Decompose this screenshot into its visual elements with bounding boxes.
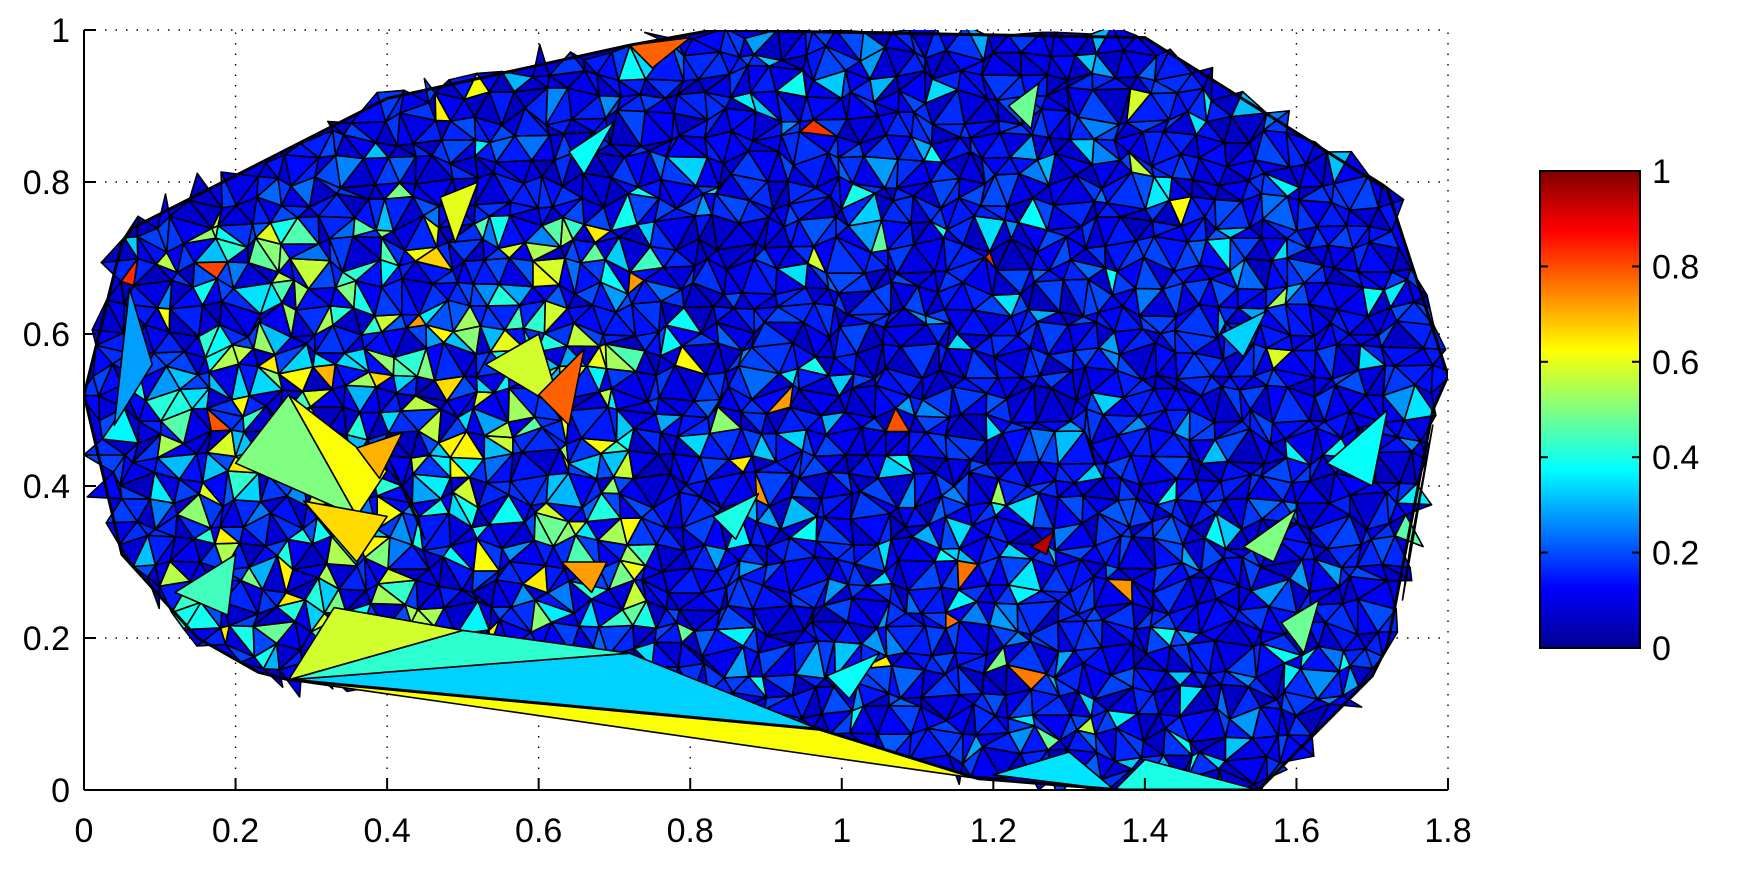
x-tick-label: 1.8: [1424, 812, 1471, 850]
x-tick-label: 0.8: [667, 812, 714, 850]
colorbar-tick-label: 0.4: [1652, 439, 1699, 477]
y-tick-label: 1: [51, 12, 70, 50]
x-tick-label: 1.4: [1121, 812, 1168, 850]
y-tick-label: 0: [51, 772, 70, 810]
y-tick-label: 0.8: [23, 164, 70, 202]
x-tick-label: 1.2: [970, 812, 1017, 850]
x-tick-label: 1: [832, 812, 851, 850]
x-tick-label: 0.2: [212, 812, 259, 850]
y-tick-label: 0.2: [23, 620, 70, 658]
colorbar-tick-label: 0.6: [1652, 344, 1699, 382]
mesh-triangle: [1430, 364, 1448, 395]
colorbar-gradient: [1539, 170, 1641, 649]
x-tick-label: 1.6: [1273, 812, 1320, 850]
y-tick-label: 0.4: [23, 468, 70, 506]
triangulated-mesh: [84, 30, 1448, 790]
colorbar-tick-label: 1: [1652, 153, 1671, 191]
colorbar-tick-label: 0.8: [1652, 248, 1699, 286]
colorbar-tick-label: 0.2: [1652, 535, 1699, 573]
mesh-triangle: [1357, 579, 1397, 611]
y-tick-label: 0.6: [23, 316, 70, 354]
x-tick-label: 0.6: [515, 812, 562, 850]
x-tick-label: 0.4: [363, 812, 410, 850]
x-tick-label: 0: [75, 812, 94, 850]
colorbar-tick-label: 0: [1652, 630, 1671, 668]
colorbar: 0 0.2 0.4 0.6 0.8 1: [1539, 153, 1699, 668]
